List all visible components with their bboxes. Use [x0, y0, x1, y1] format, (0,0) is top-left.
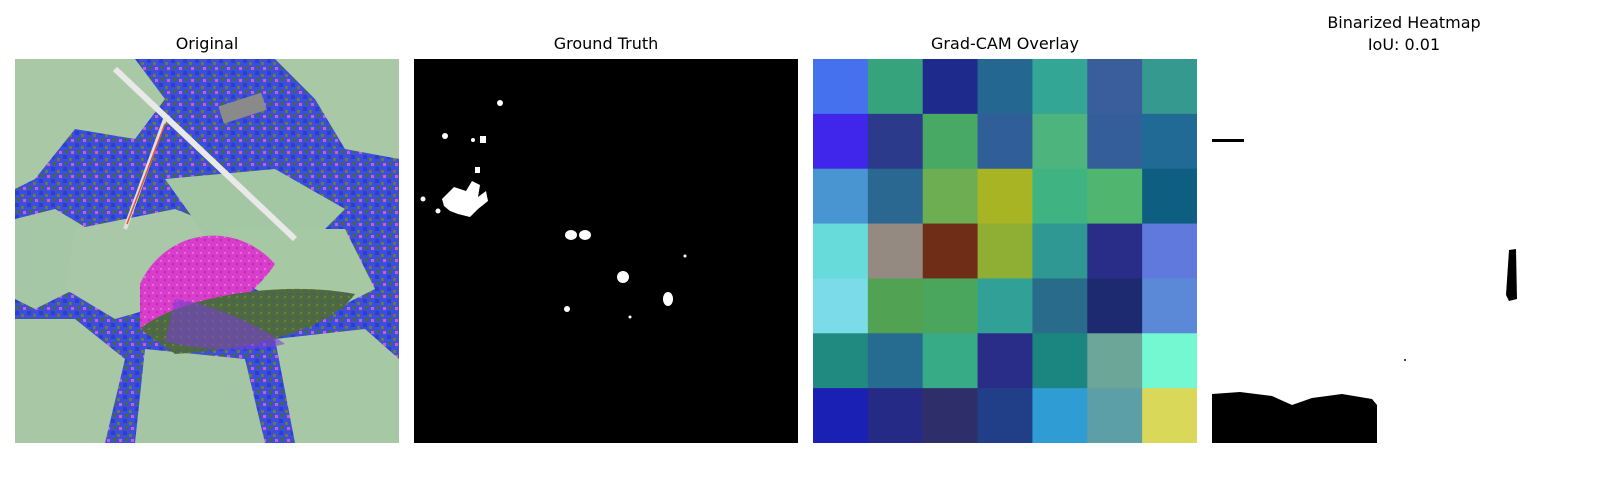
gradcam-cell — [1142, 113, 1197, 170]
gradcam-cell — [922, 168, 979, 225]
gradcam-cell — [1142, 168, 1197, 225]
gradcam-cell — [1032, 223, 1088, 279]
gradcam-cell — [1032, 113, 1088, 170]
gradcam-cell — [1142, 59, 1197, 115]
gradcam-cell — [1142, 278, 1197, 334]
gradcam-cell — [1087, 59, 1143, 115]
gradcam-cell — [1032, 168, 1088, 225]
gradcam-cell — [813, 168, 869, 225]
gradcam-cell — [1142, 333, 1197, 389]
gradcam-cell — [922, 59, 979, 115]
panel-subtitle-iou: IoU: 0.01 — [1367, 35, 1441, 54]
gradcam-cell — [1087, 278, 1143, 334]
gradcam-cell — [977, 168, 1033, 225]
gradcam-cell — [867, 113, 924, 170]
gradcam-cell — [867, 59, 924, 115]
gradcam-cell — [813, 59, 869, 115]
gradcam-cell — [1087, 333, 1143, 389]
panel-title-ground-truth: Ground Truth — [553, 34, 659, 53]
gradcam-cell — [1032, 333, 1088, 389]
gradcam-cell — [977, 223, 1033, 279]
gradcam-cell — [1087, 168, 1143, 225]
gradcam-cell — [867, 168, 924, 225]
gradcam-cell — [1142, 223, 1197, 279]
gradcam-cell — [1032, 388, 1088, 443]
gradcam-cell — [813, 333, 869, 389]
gradcam-cell — [977, 278, 1033, 334]
gradcam-cell — [813, 223, 869, 279]
gradcam-grid — [813, 59, 1197, 443]
gradcam-cell — [922, 278, 979, 334]
gradcam-cell — [922, 388, 979, 443]
panel-title-binarized: Binarized Heatmap — [1327, 13, 1481, 32]
gradcam-cell — [977, 333, 1033, 389]
binarized-heatmap-graphic — [1212, 139, 1517, 443]
gradcam-cell — [1142, 388, 1197, 443]
gradcam-overlay — [813, 59, 1197, 443]
gradcam-cell — [1087, 113, 1143, 170]
gradcam-cell — [922, 333, 979, 389]
gradcam-cell — [977, 59, 1033, 115]
binarized-heatmap — [1212, 59, 1596, 443]
gradcam-cell — [867, 223, 924, 279]
gradcam-cell — [1032, 278, 1088, 334]
gradcam-cell — [813, 278, 869, 334]
original-image — [15, 59, 399, 443]
original-image-graphic — [15, 59, 399, 443]
gradcam-cell — [922, 223, 979, 279]
gradcam-cell — [867, 278, 924, 334]
ground-truth-mask — [414, 59, 798, 443]
panel-title-original: Original — [175, 34, 239, 53]
gradcam-cell — [922, 113, 979, 170]
gradcam-cell — [813, 113, 869, 170]
gradcam-cell — [977, 388, 1033, 443]
gradcam-cell — [813, 388, 869, 443]
gradcam-cell — [1032, 59, 1088, 115]
gradcam-cell — [867, 333, 924, 389]
ground-truth-graphic — [420, 100, 687, 319]
panel-title-gradcam: Grad-CAM Overlay — [931, 34, 1079, 53]
gradcam-cell — [977, 113, 1033, 170]
gradcam-cell — [1087, 223, 1143, 279]
gradcam-cell — [867, 388, 924, 443]
gradcam-cell — [1087, 388, 1143, 443]
